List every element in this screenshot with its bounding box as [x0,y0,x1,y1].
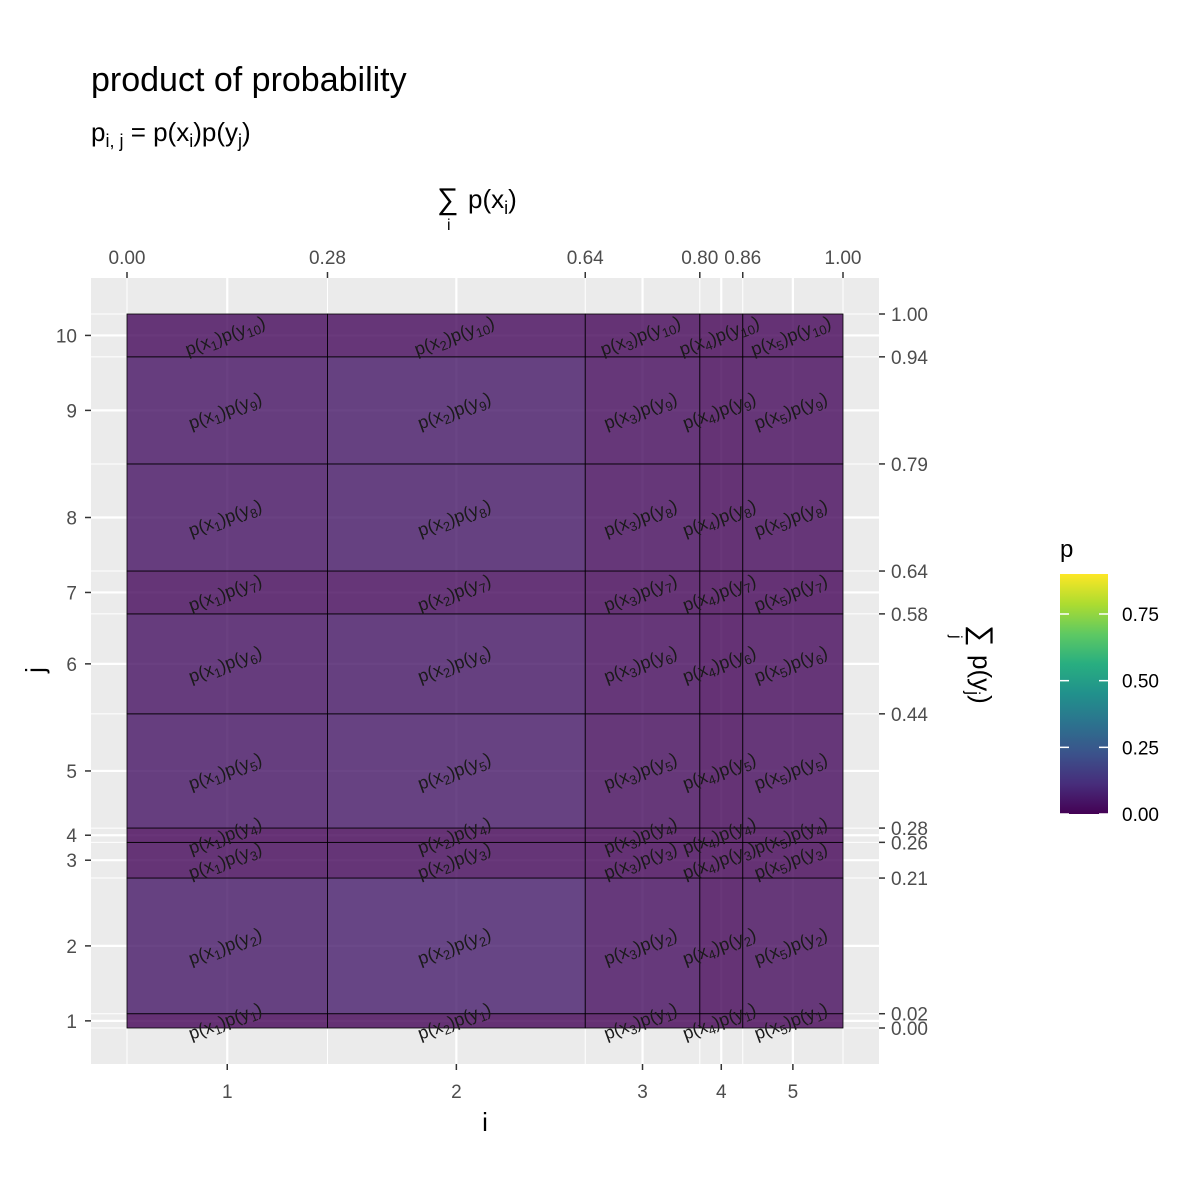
heatmap-cell [327,877,586,1015]
heatmap-cell [584,613,701,715]
svg-text:∑: ∑ [437,183,458,216]
legend-tick-label: 0.25 [1122,738,1159,759]
heatmap-cell [126,877,328,1015]
x-tick-label: 5 [788,1082,799,1103]
top-tick-label: 0.28 [309,248,346,269]
y-tick-label: 1 [66,1012,77,1033]
heatmap-cell [584,313,701,358]
y-tick-label: 9 [66,401,77,422]
svg-text:p(xi): p(xi) [468,184,517,218]
right-tick-label: 0.79 [891,455,928,476]
heatmap-cell [699,613,744,715]
heatmap-cells [126,313,844,1029]
legend-title: p [1060,536,1073,563]
right-tick-label: 0.21 [891,869,928,890]
cell-label: p(x3)p(y2) [601,924,681,972]
heatmap-cell [327,356,586,465]
top-tick-label: 1.00 [825,248,862,269]
top-axis-title: ∑ i p(xi) [437,183,517,234]
legend-colorbar [1060,574,1108,814]
heatmap-cell [327,613,586,715]
heatmap-cell [742,841,844,879]
heatmap-cell [327,841,586,879]
heatmap-cell [742,356,844,465]
heatmap-cell [742,313,844,358]
y-axis-title: j [20,667,50,674]
heatmap-cell [327,570,586,615]
x-axis-bottom: 1 2 3 4 5 [222,1064,798,1103]
svg-text:p(yj): p(yj) [963,655,997,704]
heatmap-cell [742,463,844,572]
right-axis-title: ∑ j p(yj) [947,625,998,704]
x-tick-label: 4 [716,1082,727,1103]
top-tick-label: 0.86 [724,248,761,269]
y-tick-label: 3 [66,851,77,872]
heatmap-cell [327,463,586,572]
heatmap-cell [742,877,844,1015]
cell-label: p(x1)p(y9) [186,388,266,436]
heatmap-cell [126,570,328,615]
x-axis-title: i [482,1107,488,1137]
right-tick-label: 0.94 [891,348,928,369]
heatmap-cell [584,713,701,829]
top-tick-label: 0.00 [109,248,146,269]
right-tick-label: 0.44 [891,705,928,726]
heatmap-cell [126,713,328,829]
heatmap-cell [126,313,328,358]
heatmap-cell [126,463,328,572]
heatmap-cell [699,877,744,1015]
heatmap-cell [126,613,328,715]
heatmap-cell [584,356,701,465]
svg-text:j: j [947,634,964,639]
y-tick-label: 2 [66,937,77,958]
y-tick-label: 4 [66,826,77,847]
right-tick-label: 0.28 [891,819,928,840]
heatmap-cell [327,313,586,358]
right-tick-label: 1.00 [891,305,928,326]
chart-title: product of probability [91,61,407,99]
top-tick-label: 0.80 [681,248,718,269]
legend: p 0.00 0.25 0.50 0.75 [1060,536,1159,826]
x-tick-label: 2 [451,1082,462,1103]
y-axis-right: 0.000.02 0.21 0.260.28 0.44 0.58 0.64 0.79 0.94… [879,305,928,1040]
right-tick-label: 0.26 [891,833,928,854]
right-tick-label: 0.00 [891,1019,928,1040]
x-tick-label: 1 [222,1082,233,1103]
chart-subtitle: pi, j = p(xi)p(yj) [91,117,251,151]
heatmap-cell [126,356,328,465]
y-axis-left: 1 2 3 4 5 6 7 8 9 10 [56,326,91,1033]
right-tick-label: 0.02 [891,1005,928,1026]
heatmap-cell [699,841,744,879]
svg-text:∑: ∑ [965,625,998,646]
heatmap-cell [742,713,844,829]
y-tick-label: 10 [56,326,77,347]
y-tick-label: 5 [66,762,77,783]
right-tick-label: 0.58 [891,605,928,626]
y-tick-label: 6 [66,655,77,676]
heatmap-cell [699,463,744,572]
cell-label: p(x4)p(y10) [676,312,763,362]
heatmap-cell [327,713,586,829]
legend-tick-label: 0.75 [1122,605,1159,626]
legend-tick-label: 0.50 [1122,672,1159,693]
x-tick-label: 3 [637,1082,648,1103]
legend-tick-label: 0.00 [1122,805,1159,826]
x-axis-top: 0.00 0.28 0.64 0.80 0.86 1.00 [109,248,862,278]
svg-text:i: i [447,217,451,234]
right-tick-label: 0.64 [891,562,928,583]
cell-label: p(x1)p(y4) [186,813,266,861]
heatmap-cell [584,841,701,879]
y-tick-label: 7 [66,583,77,604]
heatmap-cell [742,570,844,615]
y-tick-label: 8 [66,508,77,529]
top-tick-label: 0.64 [567,248,604,269]
heatmap-cell [699,356,744,465]
